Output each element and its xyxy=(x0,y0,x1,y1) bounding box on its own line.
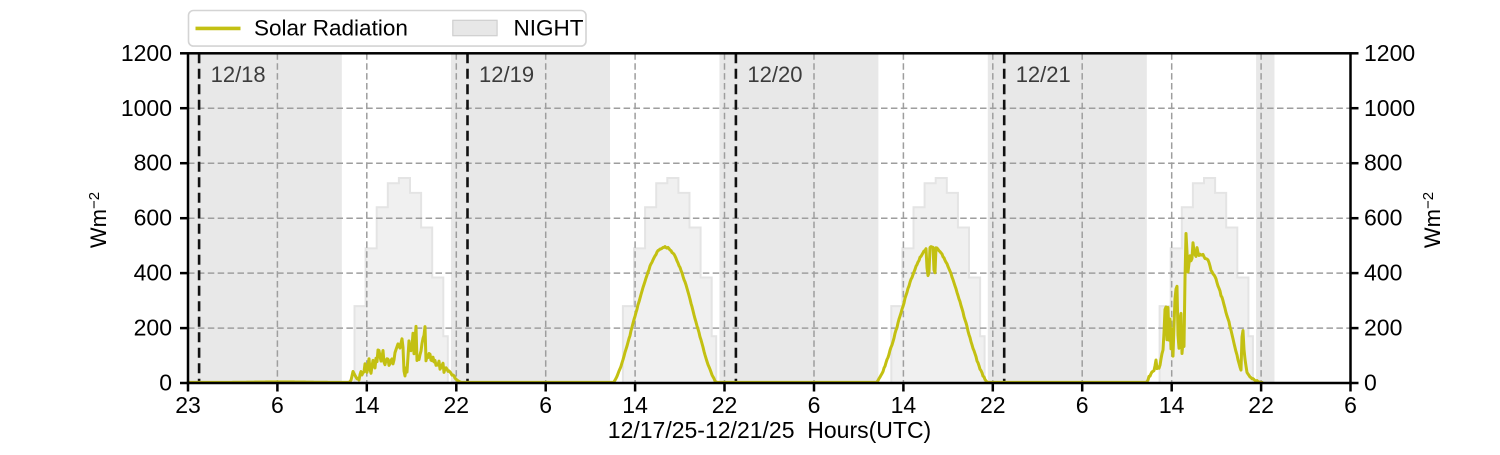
svg-text:12/21: 12/21 xyxy=(1016,62,1071,87)
svg-text:400: 400 xyxy=(1364,260,1402,286)
svg-text:22: 22 xyxy=(712,392,738,418)
svg-text:6: 6 xyxy=(1076,392,1089,418)
svg-text:800: 800 xyxy=(1364,150,1402,176)
svg-text:23: 23 xyxy=(175,392,201,418)
svg-text:NIGHT: NIGHT xyxy=(514,16,584,41)
svg-text:400: 400 xyxy=(134,260,172,286)
svg-text:6: 6 xyxy=(1344,392,1357,418)
svg-text:14: 14 xyxy=(891,392,917,418)
svg-text:1000: 1000 xyxy=(121,95,172,121)
svg-text:1200: 1200 xyxy=(121,40,172,66)
svg-text:22: 22 xyxy=(444,392,470,418)
svg-text:22: 22 xyxy=(1248,392,1274,418)
svg-text:800: 800 xyxy=(134,150,172,176)
svg-text:12/20: 12/20 xyxy=(747,62,802,87)
svg-text:12/18: 12/18 xyxy=(211,62,266,87)
svg-text:6: 6 xyxy=(539,392,552,418)
svg-text:22: 22 xyxy=(980,392,1006,418)
svg-text:12/19: 12/19 xyxy=(479,62,534,87)
svg-text:14: 14 xyxy=(354,392,380,418)
svg-text:6: 6 xyxy=(271,392,284,418)
svg-text:12/17/25-12/21/25 Hours(UTC): 12/17/25-12/21/25 Hours(UTC) xyxy=(608,417,931,443)
svg-text:200: 200 xyxy=(1364,315,1402,341)
svg-text:600: 600 xyxy=(1364,205,1402,231)
svg-text:0: 0 xyxy=(1364,370,1377,396)
svg-text:200: 200 xyxy=(134,315,172,341)
svg-text:Solar Radiation: Solar Radiation xyxy=(254,16,408,41)
svg-text:1200: 1200 xyxy=(1364,40,1415,66)
svg-text:14: 14 xyxy=(622,392,648,418)
svg-text:600: 600 xyxy=(134,205,172,231)
svg-text:0: 0 xyxy=(159,370,172,396)
svg-text:1000: 1000 xyxy=(1364,95,1415,121)
svg-text:6: 6 xyxy=(808,392,821,418)
svg-text:14: 14 xyxy=(1159,392,1185,418)
